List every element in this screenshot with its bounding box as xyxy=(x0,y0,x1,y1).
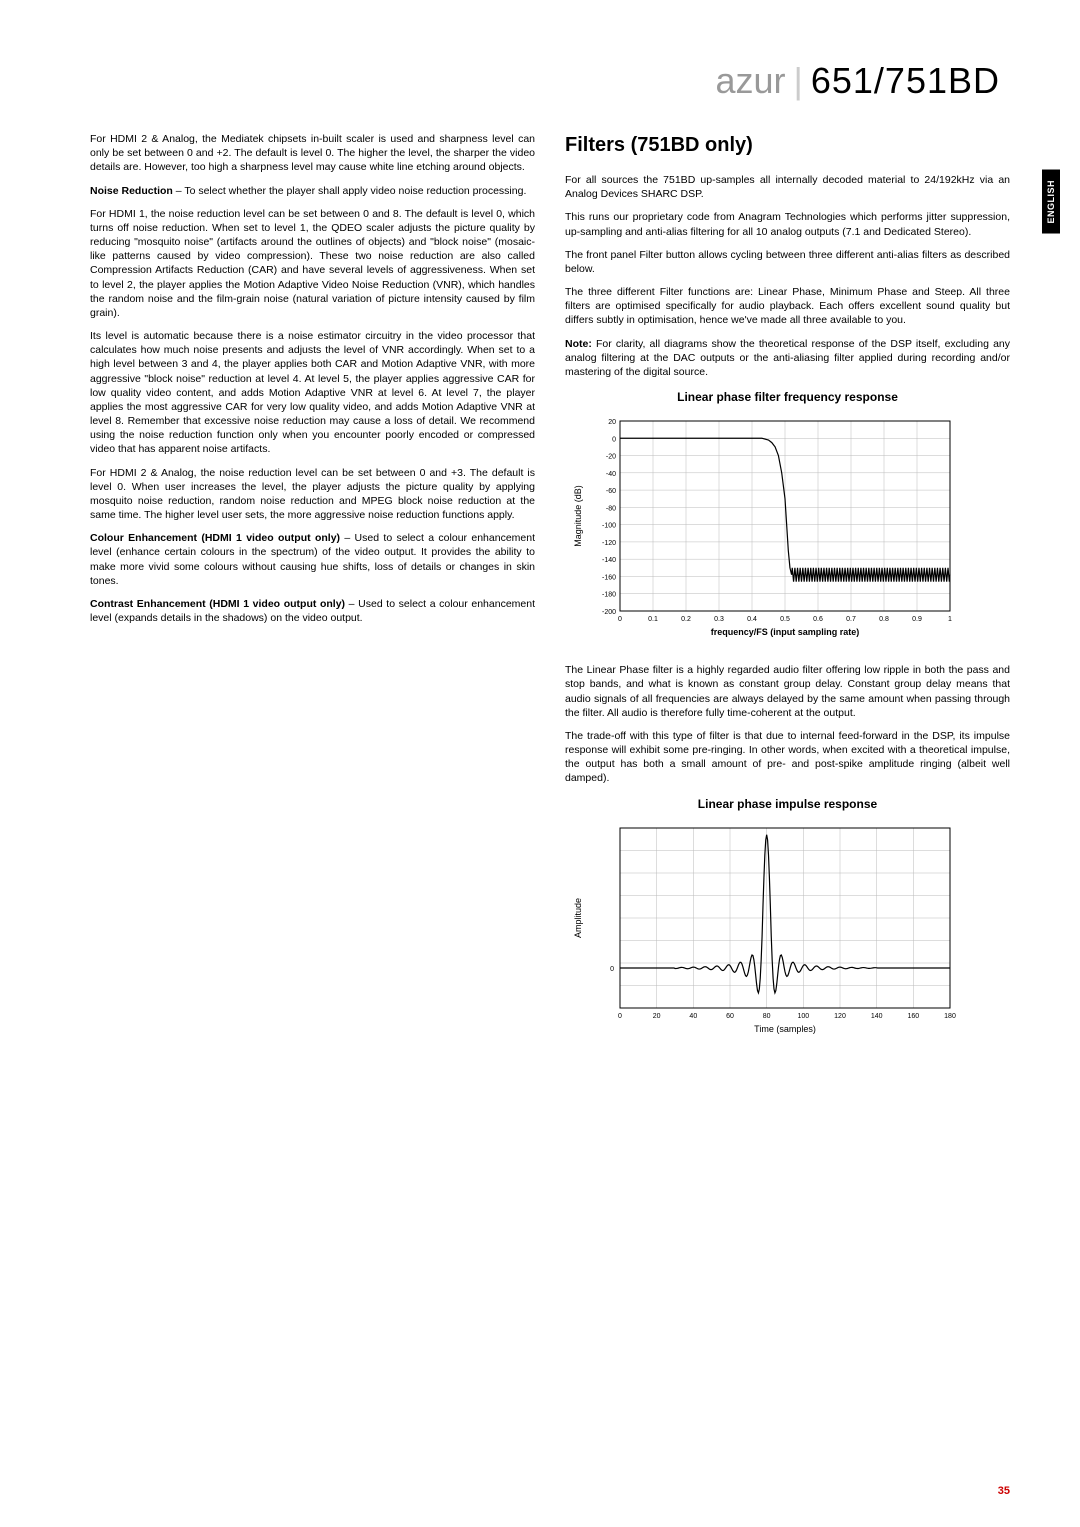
svg-text:1: 1 xyxy=(948,616,952,623)
svg-text:0.3: 0.3 xyxy=(714,616,724,623)
para-filter-button: The front panel Filter button allows cyc… xyxy=(565,248,1010,276)
para-noise-reduction: Noise Reduction – To select whether the … xyxy=(90,184,535,198)
svg-text:-160: -160 xyxy=(602,575,616,582)
para-upsample: For all sources the 751BD up-samples all… xyxy=(565,173,1010,201)
svg-text:-140: -140 xyxy=(602,557,616,564)
svg-text:Amplitude: Amplitude xyxy=(573,898,583,938)
freq-response-chart: 200-20-40-60-80-100-120-140-160-180-2000… xyxy=(565,411,965,651)
term-ce: Colour Enhancement (HDMI 1 video output … xyxy=(90,532,340,544)
svg-text:-100: -100 xyxy=(602,523,616,530)
chart2-title: Linear phase impulse response xyxy=(565,796,1010,812)
svg-text:0.1: 0.1 xyxy=(648,616,658,623)
chart1-wrap: 200-20-40-60-80-100-120-140-160-180-2000… xyxy=(565,411,1010,651)
para-auto-level: Its level is automatic because there is … xyxy=(90,329,535,457)
svg-text:20: 20 xyxy=(653,1013,661,1020)
para-contrast-enh: Contrast Enhancement (HDMI 1 video outpu… xyxy=(90,597,535,625)
chart2-wrap: 0 0 20 40 60 80 100 120 140 160 180 Amplitude Time (… xyxy=(565,818,1010,1048)
svg-text:-80: -80 xyxy=(606,506,616,513)
para-anagram: This runs our proprietary code from Anag… xyxy=(565,210,1010,238)
svg-text:Magnitude (dB): Magnitude (dB) xyxy=(573,485,583,547)
para-note: Note: For clarity, all diagrams show the… xyxy=(565,337,1010,380)
model-text: 651/751BD xyxy=(811,60,1000,101)
term-note-rest: For clarity, all diagrams show the theor… xyxy=(565,338,1010,378)
svg-text:0.2: 0.2 xyxy=(681,616,691,623)
svg-text:140: 140 xyxy=(871,1013,883,1020)
svg-text:0: 0 xyxy=(612,437,616,444)
language-tab: ENGLISH xyxy=(1042,170,1060,234)
svg-text:100: 100 xyxy=(797,1013,809,1020)
term-nr-rest: – To select whether the player shall app… xyxy=(173,185,527,197)
brand-text: azur xyxy=(715,60,785,101)
left-column: For HDMI 2 & Analog, the Mediatek chipse… xyxy=(90,132,535,1060)
content-columns: For HDMI 2 & Analog, the Mediatek chipse… xyxy=(90,132,1010,1060)
svg-text:80: 80 xyxy=(763,1013,771,1020)
page-header: azur|651/751BD xyxy=(90,60,1010,102)
svg-text:20: 20 xyxy=(608,419,616,426)
svg-text:-120: -120 xyxy=(602,540,616,547)
svg-text:0.5: 0.5 xyxy=(780,616,790,623)
svg-text:60: 60 xyxy=(726,1013,734,1020)
term-nr: Noise Reduction xyxy=(90,185,173,197)
para-hdmi2-nr: For HDMI 2 & Analog, the noise reduction… xyxy=(90,466,535,523)
para-tradeoff: The trade-off with this type of filter i… xyxy=(565,729,1010,786)
svg-text:-20: -20 xyxy=(606,454,616,461)
svg-text:120: 120 xyxy=(834,1013,846,1020)
filters-title: Filters (751BD only) xyxy=(565,132,1010,159)
para-hdmi1-nr: For HDMI 1, the noise reduction level ca… xyxy=(90,207,535,320)
para-linear-phase-desc: The Linear Phase filter is a highly rega… xyxy=(565,663,1010,720)
header-divider: | xyxy=(794,60,803,101)
svg-text:-200: -200 xyxy=(602,609,616,616)
svg-text:0: 0 xyxy=(610,966,614,973)
para-three-filters: The three different Filter functions are… xyxy=(565,285,1010,328)
right-column: Filters (751BD only) For all sources the… xyxy=(565,132,1010,1060)
page-number: 35 xyxy=(998,1485,1010,1497)
term-cne: Contrast Enhancement (HDMI 1 video outpu… xyxy=(90,598,345,610)
para-colour-enh: Colour Enhancement (HDMI 1 video output … xyxy=(90,531,535,588)
svg-text:40: 40 xyxy=(689,1013,697,1020)
para-hdmi2-sharpness: For HDMI 2 & Analog, the Mediatek chipse… xyxy=(90,132,535,175)
svg-text:Time (samples): Time (samples) xyxy=(754,1024,816,1034)
svg-text:160: 160 xyxy=(907,1013,919,1020)
svg-text:0.9: 0.9 xyxy=(912,616,922,623)
svg-text:-180: -180 xyxy=(602,592,616,599)
svg-text:0.8: 0.8 xyxy=(879,616,889,623)
svg-text:0.7: 0.7 xyxy=(846,616,856,623)
chart1-title: Linear phase filter frequency response xyxy=(565,389,1010,405)
svg-text:0.6: 0.6 xyxy=(813,616,823,623)
svg-text:0.4: 0.4 xyxy=(747,616,757,623)
svg-text:frequency/FS (input sampling r: frequency/FS (input sampling rate) xyxy=(711,627,860,637)
svg-text:0: 0 xyxy=(618,1013,622,1020)
svg-text:180: 180 xyxy=(944,1013,956,1020)
svg-text:0: 0 xyxy=(618,616,622,623)
term-note: Note: xyxy=(565,338,592,350)
impulse-response-chart: 0 0 20 40 60 80 100 120 140 160 180 Amplitude Time (… xyxy=(565,818,965,1048)
svg-text:-40: -40 xyxy=(606,471,616,478)
svg-text:-60: -60 xyxy=(606,488,616,495)
